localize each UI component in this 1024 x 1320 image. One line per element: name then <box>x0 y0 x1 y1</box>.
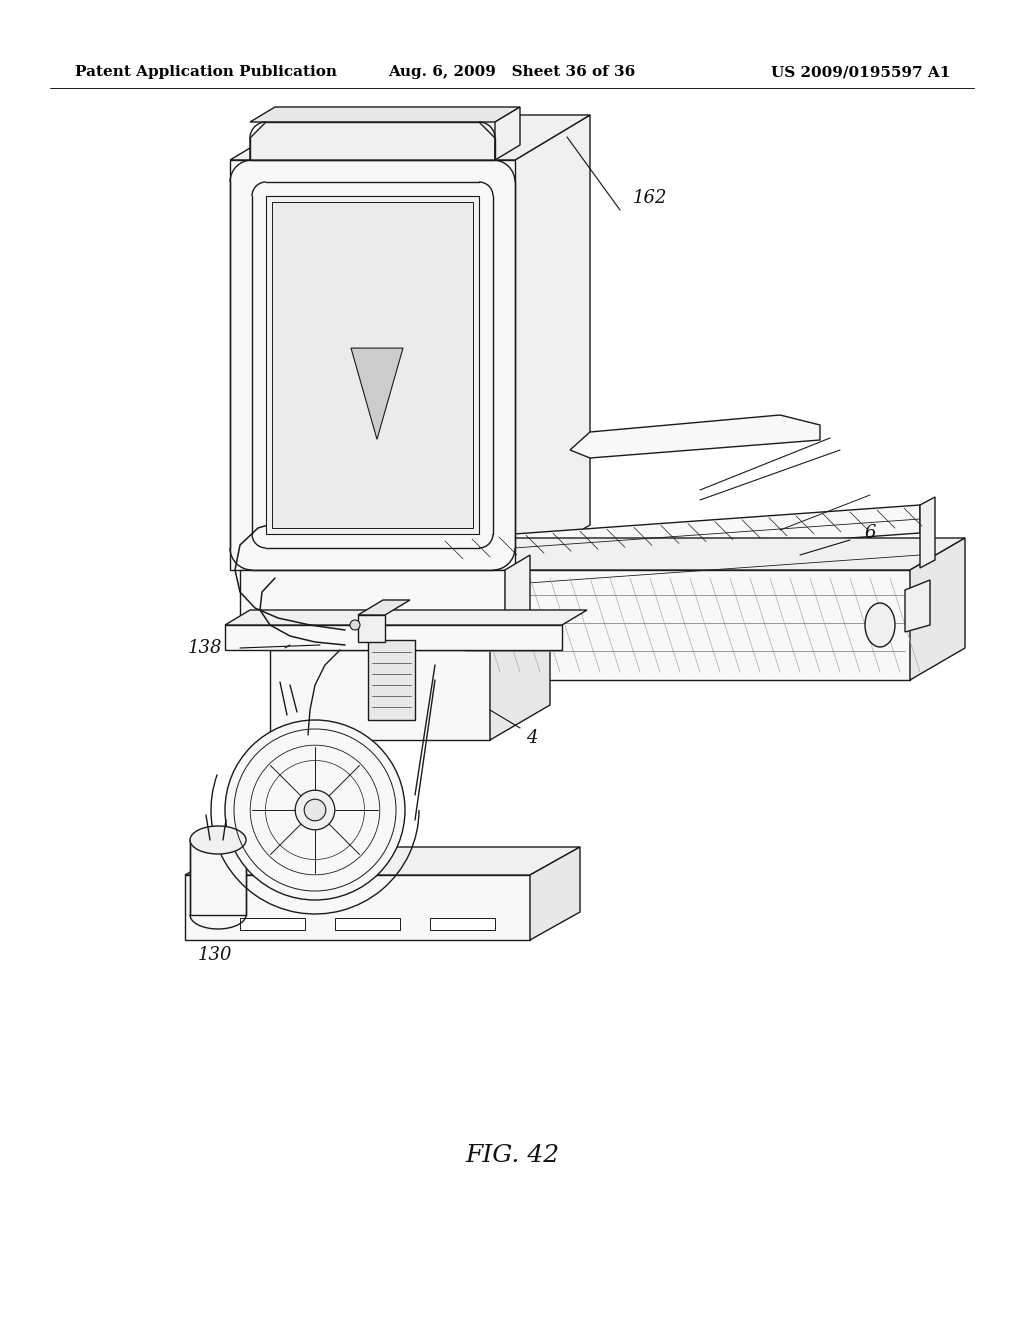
Polygon shape <box>430 543 920 603</box>
Polygon shape <box>358 615 385 642</box>
Polygon shape <box>225 610 587 624</box>
Circle shape <box>225 719 406 900</box>
Text: US 2009/0195597 A1: US 2009/0195597 A1 <box>771 65 950 79</box>
Polygon shape <box>270 615 550 649</box>
Text: 162: 162 <box>633 189 668 207</box>
Polygon shape <box>490 615 550 741</box>
Polygon shape <box>570 414 820 458</box>
Polygon shape <box>920 498 935 568</box>
Text: 130: 130 <box>198 946 232 964</box>
Text: 4: 4 <box>526 729 538 747</box>
Polygon shape <box>190 840 246 915</box>
Text: 138: 138 <box>187 639 222 657</box>
Text: FIG. 42: FIG. 42 <box>465 1143 559 1167</box>
Polygon shape <box>335 917 400 931</box>
Polygon shape <box>272 202 473 528</box>
Polygon shape <box>266 195 479 535</box>
Polygon shape <box>910 539 965 680</box>
Ellipse shape <box>865 603 895 647</box>
Polygon shape <box>530 847 580 940</box>
Circle shape <box>304 799 326 821</box>
Polygon shape <box>230 160 515 570</box>
Polygon shape <box>430 917 495 931</box>
Polygon shape <box>230 115 590 160</box>
Polygon shape <box>515 115 590 570</box>
Polygon shape <box>351 348 403 440</box>
Text: Patent Application Publication: Patent Application Publication <box>75 65 337 79</box>
Polygon shape <box>505 554 530 624</box>
Ellipse shape <box>190 826 246 854</box>
Polygon shape <box>430 506 920 568</box>
Polygon shape <box>250 121 495 160</box>
Polygon shape <box>225 624 562 649</box>
Polygon shape <box>185 875 530 940</box>
Polygon shape <box>460 570 910 680</box>
Polygon shape <box>495 107 520 160</box>
Polygon shape <box>905 579 930 632</box>
Polygon shape <box>240 570 505 624</box>
Polygon shape <box>250 107 520 121</box>
Polygon shape <box>240 917 305 931</box>
Polygon shape <box>368 640 415 719</box>
Text: Aug. 6, 2009   Sheet 36 of 36: Aug. 6, 2009 Sheet 36 of 36 <box>388 65 636 79</box>
Polygon shape <box>460 539 965 570</box>
Polygon shape <box>270 649 490 741</box>
Circle shape <box>295 791 335 830</box>
Text: 6: 6 <box>864 524 876 543</box>
Polygon shape <box>185 847 580 875</box>
Circle shape <box>350 620 360 630</box>
Polygon shape <box>358 601 410 615</box>
